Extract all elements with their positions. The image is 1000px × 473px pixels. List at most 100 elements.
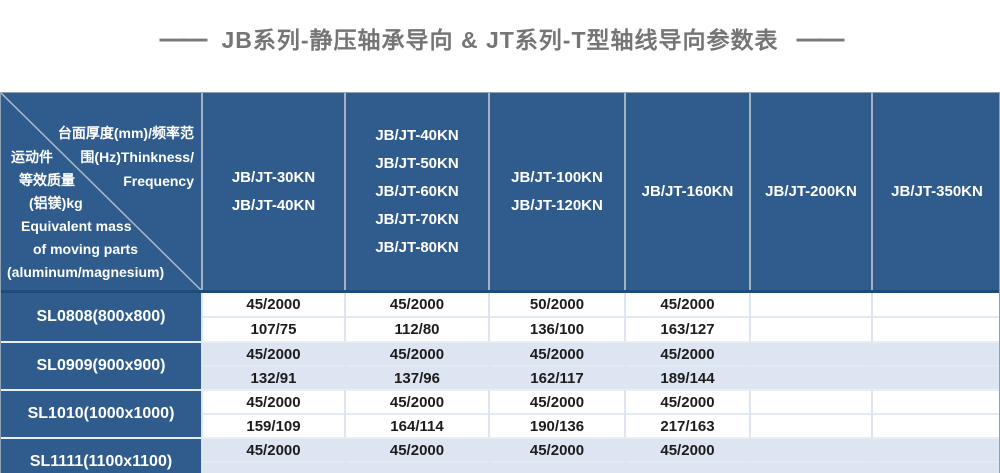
corner-line: of moving parts [33, 241, 139, 257]
thickness-frequency-value: 45/2000 [626, 391, 749, 415]
thickness-frequency-value: 45/2000 [346, 439, 488, 463]
data-cell: 45/2000 [344, 437, 488, 473]
row-label: SL0808(800x800) [1, 293, 201, 341]
col-header-line: JB/JT-120KN [511, 196, 603, 214]
parameter-table: 台面厚度(mm)/频率范 围(Hz)Thinkness/ Frequency 运… [0, 92, 1000, 473]
row-label: SL0909(900x900) [1, 341, 201, 389]
thickness-frequency-value: 45/2000 [626, 293, 749, 318]
thickness-frequency-value [873, 439, 999, 463]
col-header-line: JB/JT-40KN [375, 126, 459, 144]
data-cell: 45/2000 163/127 [624, 293, 749, 341]
col-header-line: JB/JT-70KN [375, 210, 459, 228]
data-cell: 45/2000 [201, 437, 344, 473]
data-cell: 45/2000 132/91 [201, 341, 344, 389]
thickness-frequency-value: 45/2000 [203, 343, 344, 367]
col-header-line: JB/JT-80KN [375, 238, 459, 256]
equivalent-mass-value [490, 463, 624, 473]
thickness-frequency-value [873, 343, 999, 367]
equivalent-mass-value: 112/80 [394, 321, 440, 338]
thickness-frequency-value: 45/2000 [346, 293, 488, 318]
equivalent-mass-value [203, 463, 344, 473]
corner-line: 围(Hz)Thinkness/ [80, 149, 194, 165]
thickness-frequency-value: 45/2000 [490, 343, 624, 367]
corner-header-cell: 台面厚度(mm)/频率范 围(Hz)Thinkness/ Frequency 运… [1, 93, 201, 290]
data-cell: 45/2000 107/75 [201, 293, 344, 341]
equivalent-mass-value [873, 318, 999, 341]
table-row-sl1111: SL1111(1100x1100) 45/2000 45/2000 45/200… [1, 437, 999, 473]
col-header-line: JB/JT-60KN [375, 182, 459, 200]
thickness-frequency-value: 45/2000 [626, 439, 749, 463]
diagonal-divider-line [1, 93, 201, 290]
row-label: SL1111(1100x1100) [1, 437, 201, 473]
thickness-frequency-value: 50/2000 [490, 293, 624, 318]
data-cell: 45/2000 159/109 [201, 389, 344, 437]
col-header-line: JB/JT-160KN [641, 182, 734, 200]
data-cell: 45/2000 162/117 [488, 341, 624, 389]
data-cell-empty [871, 437, 999, 473]
thickness-frequency-value: 45/2000 [346, 343, 488, 367]
thickness-frequency-value: 45/2000 [626, 343, 749, 367]
equivalent-mass-value: 189/144 [660, 369, 715, 387]
corner-line: Frequency [123, 173, 194, 189]
data-cell: 45/2000 217/163 [624, 389, 749, 437]
col-header-jb-jt-40-80kn: JB/JT-40KN JB/JT-50KN JB/JT-60KN JB/JT-7… [344, 93, 488, 290]
thickness-frequency-value [873, 391, 999, 415]
equivalent-mass-value [873, 415, 999, 437]
equivalent-mass-value [873, 367, 999, 389]
data-cell-empty [871, 389, 999, 437]
col-header-line: JB/JT-350KN [891, 182, 983, 200]
equivalent-mass-value [751, 415, 871, 437]
corner-label-thickness-frequency: 台面厚度(mm)/频率范 围(Hz)Thinkness/ Frequency [58, 121, 194, 193]
col-header-line: JB/JT-200KN [765, 182, 857, 200]
equivalent-mass-value [346, 463, 488, 473]
data-cell-empty [749, 437, 871, 473]
title-left-dash: —— [159, 20, 208, 54]
equivalent-mass-value: 137/96 [394, 369, 440, 387]
equivalent-mass-value [751, 463, 871, 473]
equivalent-mass-value: 136/100 [529, 321, 585, 338]
equivalent-mass-value [873, 463, 999, 473]
table-row-sl0909: SL0909(900x900) 45/2000 132/91 45/2000 1… [1, 341, 999, 389]
data-cell: 45/2000 137/96 [344, 341, 488, 389]
corner-line: (铝镁)kg [29, 195, 83, 211]
page-title: —— JB系列-静压轴承导向 & JT系列-T型轴线导向参数表 —— [0, 16, 1000, 60]
corner-line: 运动件 [11, 149, 53, 165]
col-header-line: JB/JT-100KN [511, 168, 603, 186]
page-title-text: JB系列-静压轴承导向 & JT系列-T型轴线导向参数表 [221, 27, 779, 53]
equivalent-mass-value [626, 463, 749, 473]
thickness-frequency-value: 45/2000 [203, 439, 344, 463]
thickness-frequency-value: 45/2000 [346, 391, 488, 415]
equivalent-mass-value: 107/75 [250, 321, 297, 338]
thickness-frequency-value [751, 391, 871, 415]
equivalent-mass-value: 162/117 [530, 369, 584, 387]
thickness-frequency-value: 45/2000 [203, 391, 344, 415]
thickness-frequency-value [751, 293, 871, 318]
table-row-sl1010: SL1010(1000x1000) 45/2000 159/109 45/200… [1, 389, 999, 437]
equivalent-mass-value [751, 318, 871, 341]
thickness-frequency-value [751, 343, 871, 367]
data-cell-empty [871, 293, 999, 341]
col-header-jb-jt-30-40kn: JB/JT-30KN JB/JT-40KN [201, 93, 344, 290]
equivalent-mass-value: 159/109 [246, 417, 301, 435]
data-cell: 45/2000 [624, 437, 749, 473]
equivalent-mass-value: 217/163 [660, 417, 715, 435]
col-header-line: JB/JT-30KN [231, 168, 316, 186]
corner-label-equivalent-mass: 运动件 等效质量 (铝镁)kg Equivalent mass of movin… [5, 146, 164, 284]
corner-line: (aluminum/magnesium) [7, 264, 165, 280]
data-cell: 45/2000 189/144 [624, 341, 749, 389]
corner-line: 台面厚度(mm)/频率范 [57, 125, 194, 141]
col-header-line: JB/JT-40KN [231, 196, 316, 214]
data-cell: 45/2000 [488, 437, 624, 473]
thickness-frequency-value: 45/2000 [203, 293, 344, 318]
data-cell-empty [749, 293, 871, 341]
data-cell-empty [749, 341, 871, 389]
equivalent-mass-value: 190/136 [529, 417, 585, 435]
data-cell: 50/2000 136/100 [488, 293, 624, 341]
equivalent-mass-value: 164/114 [390, 417, 444, 435]
thickness-frequency-value: 45/2000 [490, 391, 624, 415]
col-header-jb-jt-200kn: JB/JT-200KN [749, 93, 871, 290]
equivalent-mass-value [751, 367, 871, 389]
thickness-frequency-value [873, 293, 999, 318]
col-header-jb-jt-350kn: JB/JT-350KN [871, 93, 999, 290]
corner-line: Equivalent mass [21, 218, 132, 234]
